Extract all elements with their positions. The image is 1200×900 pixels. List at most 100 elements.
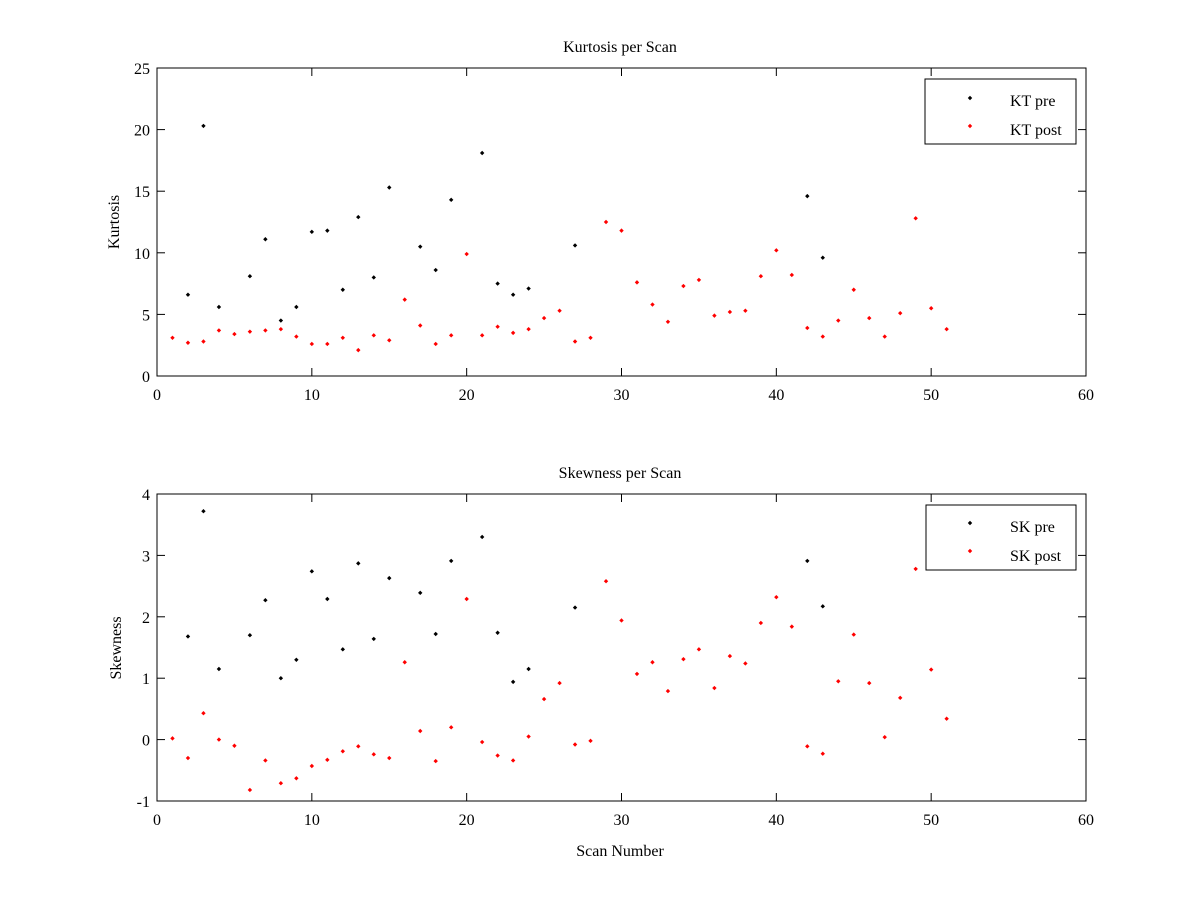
- skewness-point-pre: [510, 679, 516, 685]
- kurtosis-point-post: [634, 280, 640, 285]
- skewness-point-post: [928, 667, 934, 672]
- skewness-x-tick-label: 10: [304, 812, 320, 829]
- skewness-y-tick-label: 0: [142, 733, 150, 750]
- kurtosis-point-post: [867, 315, 872, 321]
- skewness-point-pre: [805, 558, 810, 564]
- skewness-point-pre: [387, 575, 392, 581]
- kurtosis-point-pre: [433, 267, 438, 273]
- skewness-point-post: [820, 751, 825, 756]
- kurtosis-point-post: [418, 323, 423, 328]
- skewness-point-pre: [201, 508, 206, 514]
- skewness-point-pre: [185, 634, 191, 639]
- skewness-legend-label-pre: SK pre: [1010, 519, 1055, 536]
- skewness-chart-title: Skewness per Scan: [559, 465, 682, 482]
- kurtosis-legend-marker-post: [967, 123, 973, 129]
- skewness-point-post: [681, 656, 686, 662]
- skewness-point-post: [541, 696, 547, 702]
- kurtosis-point-post: [712, 313, 717, 318]
- kurtosis-point-post: [898, 310, 903, 316]
- skewness-point-post: [898, 695, 903, 701]
- skewness-point-pre: [418, 590, 423, 596]
- kurtosis-point-post: [572, 339, 578, 344]
- skewness-point-post: [185, 755, 191, 761]
- kurtosis-point-post: [356, 347, 361, 353]
- kurtosis-x-tick-label: 50: [923, 387, 939, 404]
- kurtosis-x-tick-label: 30: [614, 387, 630, 404]
- skewness-legend-marker-post: [967, 548, 973, 554]
- skewness-point-post: [603, 578, 609, 584]
- kurtosis-legend-marker-pre: [967, 95, 973, 101]
- kurtosis-point-post: [232, 331, 237, 337]
- skewness-point-post: [913, 566, 918, 572]
- skewness-point-post: [402, 660, 407, 665]
- kurtosis-point-post: [247, 329, 253, 334]
- skewness-point-post: [712, 685, 717, 691]
- kurtosis-point-post: [882, 334, 887, 339]
- skewness-point-post: [758, 620, 764, 626]
- kurtosis-point-post: [495, 324, 500, 329]
- skewness-point-pre: [526, 666, 531, 672]
- skewness-point-post: [495, 753, 500, 758]
- kurtosis-point-post: [201, 339, 206, 344]
- skewness-point-post: [634, 671, 640, 677]
- kurtosis-point-post: [557, 308, 562, 313]
- kurtosis-point-post: [588, 335, 593, 341]
- skewness-point-pre: [479, 534, 485, 540]
- skewness-point-pre: [448, 558, 454, 564]
- kurtosis-y-tick-label: 0: [142, 369, 150, 386]
- skewness-point-post: [418, 728, 423, 734]
- kurtosis-point-post: [479, 333, 485, 338]
- skewness-point-pre: [371, 636, 376, 642]
- skewness-point-post: [216, 737, 222, 742]
- skewness-legend-label-post: SK post: [1010, 548, 1062, 565]
- kurtosis-legend: KT pre KT post: [924, 78, 1077, 145]
- kurtosis-point-post: [448, 333, 454, 338]
- kurtosis-point-post: [294, 334, 299, 339]
- kurtosis-point-post: [789, 272, 795, 278]
- skewness-point-pre: [278, 676, 284, 681]
- kurtosis-point-pre: [510, 292, 516, 297]
- skewness-x-tick-label: 0: [153, 812, 161, 829]
- kurtosis-point-post: [510, 330, 516, 336]
- skewness-point-post: [805, 744, 810, 749]
- kurtosis-legend-label-post: KT post: [1010, 122, 1062, 139]
- kurtosis-y-tick-label: 20: [134, 123, 150, 140]
- kurtosis-point-pre: [371, 275, 376, 280]
- kurtosis-point-post: [402, 297, 407, 302]
- kurtosis-point-pre: [448, 197, 454, 203]
- skewness-point-post: [851, 632, 856, 637]
- skewness-point-post: [201, 711, 206, 716]
- skewness-point-post: [665, 688, 671, 694]
- kurtosis-point-post: [913, 216, 918, 221]
- kurtosis-point-post: [944, 326, 949, 332]
- skewness-point-post: [774, 594, 779, 600]
- skewness-y-tick-label: 2: [142, 610, 150, 627]
- skewness-x-tick-label: 40: [768, 812, 784, 829]
- kurtosis-point-post: [185, 340, 191, 345]
- kurtosis-point-post: [758, 274, 764, 279]
- kurtosis-point-post: [603, 219, 609, 225]
- kurtosis-legend-box: [924, 78, 1077, 145]
- skewness-point-post: [789, 624, 795, 629]
- skewness-point-post: [526, 734, 531, 739]
- kurtosis-point-post: [278, 326, 284, 332]
- kurtosis-point-post: [526, 326, 531, 332]
- kurtosis-point-pre: [495, 281, 500, 286]
- skewness-point-post: [588, 738, 593, 744]
- kurtosis-point-post: [619, 228, 624, 233]
- skewness-point-post: [294, 776, 299, 781]
- skewness-point-post: [619, 618, 624, 623]
- kurtosis-point-post: [650, 302, 655, 307]
- kurtosis-point-pre: [278, 318, 284, 323]
- kurtosis-point-pre: [572, 243, 578, 248]
- skewness-point-post: [170, 736, 175, 741]
- kurtosis-point-post: [836, 318, 841, 323]
- skewness-y-axis-label: Skewness: [108, 616, 125, 679]
- skewness-point-post: [557, 680, 562, 686]
- skewness-point-post: [944, 716, 949, 721]
- kurtosis-point-pre: [356, 214, 361, 220]
- kurtosis-ticks: 0 10 20 30 40 50 60 0 5 10 15 20 25: [134, 61, 1094, 404]
- kurtosis-x-tick-label: 0: [153, 387, 161, 404]
- skewness-panel: Skewness per Scan Skewness Scan Number 0…: [108, 465, 1094, 860]
- kurtosis-point-post: [541, 315, 547, 321]
